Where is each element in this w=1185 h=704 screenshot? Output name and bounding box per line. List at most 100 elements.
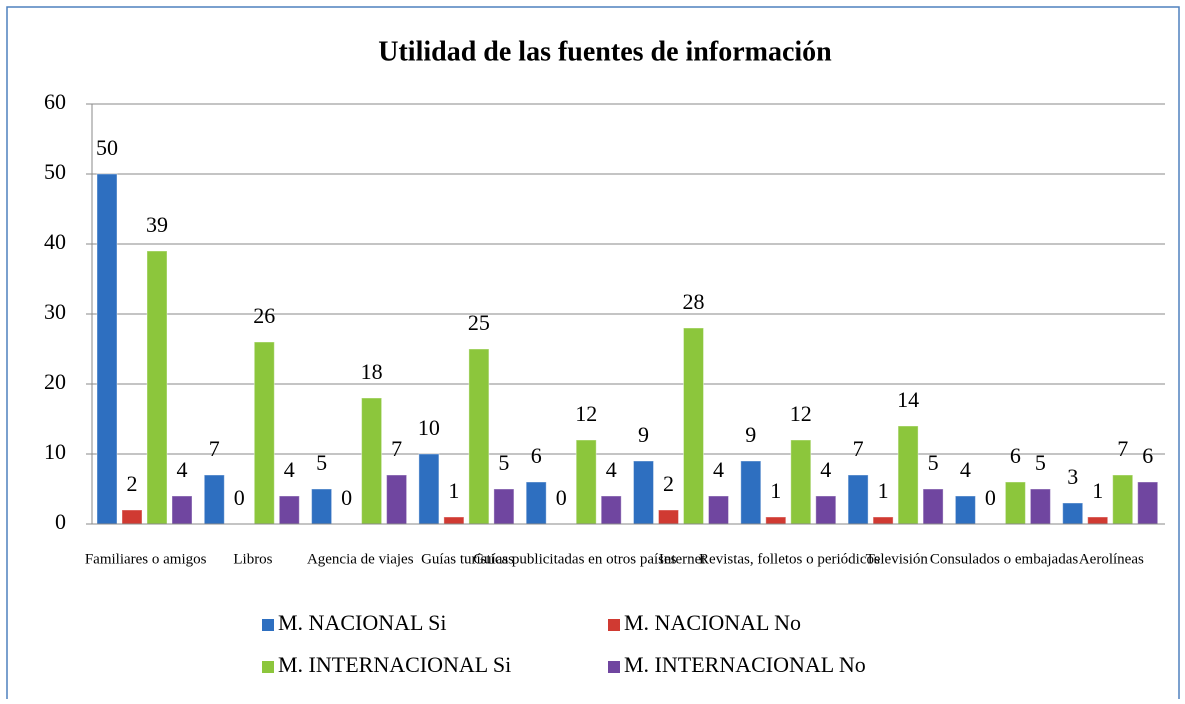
- y-tick-label: 40: [44, 229, 66, 254]
- data-label: 4: [284, 457, 295, 482]
- data-label: 50: [96, 135, 118, 160]
- data-label: 28: [683, 289, 705, 314]
- data-label: 39: [146, 212, 168, 237]
- data-label: 18: [361, 359, 383, 384]
- legend-swatch: [262, 661, 274, 673]
- data-label: 9: [638, 422, 649, 447]
- bar: [146, 250, 168, 525]
- y-tick-label: 30: [44, 299, 66, 324]
- legend-label: M. NACIONAL Si: [278, 610, 446, 635]
- bar: [1029, 488, 1051, 525]
- bar: [1004, 481, 1026, 525]
- x-tick-label: Guías publicitadas en otros países: [473, 551, 676, 567]
- bar: [171, 495, 193, 525]
- bar: [708, 495, 729, 525]
- bar: [1137, 481, 1159, 525]
- data-label: 4: [960, 457, 971, 482]
- bar: [897, 425, 919, 525]
- bar: [600, 495, 622, 525]
- bar: [525, 481, 547, 525]
- data-label: 4: [606, 457, 617, 482]
- y-tick-label: 50: [44, 159, 66, 184]
- x-tick-label: Revistas, folletos o periódicos: [699, 551, 880, 567]
- data-label: 4: [713, 457, 724, 482]
- data-label: 6: [1142, 443, 1153, 468]
- x-tick-label: Aerolíneas: [1079, 551, 1144, 567]
- data-label: 7: [209, 436, 220, 461]
- data-label: 1: [1092, 478, 1103, 503]
- data-label: 12: [790, 401, 812, 426]
- x-tick-label: Televisión: [866, 551, 929, 567]
- bar: [253, 341, 275, 525]
- bar: [278, 495, 300, 525]
- bar: [386, 474, 408, 525]
- data-label: 1: [878, 478, 889, 503]
- data-label: 7: [391, 436, 402, 461]
- bar: [468, 348, 490, 525]
- bar: [443, 516, 465, 525]
- bar: [311, 488, 333, 525]
- bar: [203, 474, 225, 525]
- legend-label: M. NACIONAL No: [624, 610, 801, 635]
- bar: [1087, 516, 1109, 525]
- data-label: 1: [448, 478, 459, 503]
- x-tick-label: Guías turísticas: [421, 551, 514, 567]
- data-label: 0: [341, 485, 352, 510]
- data-label: 4: [177, 457, 188, 482]
- bar: [683, 327, 704, 525]
- data-label: 3: [1067, 464, 1078, 489]
- data-label: 12: [575, 401, 597, 426]
- chart-title: Utilidad de las fuentes de información: [378, 36, 832, 67]
- y-tick-label: 60: [44, 89, 66, 114]
- x-tick-label: Consulados o embajadas: [930, 551, 1078, 567]
- data-label: 6: [1010, 443, 1021, 468]
- bar: [96, 173, 118, 525]
- bar: [418, 453, 440, 525]
- data-label: 0: [234, 485, 245, 510]
- legend-swatch: [262, 619, 274, 631]
- data-label: 0: [985, 485, 996, 510]
- bar: [121, 509, 143, 525]
- data-label: 10: [418, 415, 440, 440]
- data-label: 5: [928, 450, 939, 475]
- data-label: 2: [663, 471, 674, 496]
- chart-border: [6, 6, 1180, 704]
- x-tick-label: Libros: [233, 551, 272, 567]
- data-label: 7: [1117, 436, 1128, 461]
- data-label: 7: [853, 436, 864, 461]
- bar: [872, 516, 894, 525]
- bar: [1062, 502, 1084, 525]
- data-label: 5: [1035, 450, 1046, 475]
- bar: [493, 488, 515, 525]
- data-label: 1: [770, 478, 781, 503]
- y-tick-label: 20: [44, 369, 66, 394]
- data-label: 0: [556, 485, 567, 510]
- bar: [790, 439, 812, 525]
- legend-label: M. INTERNACIONAL Si: [278, 652, 511, 677]
- bar: [815, 495, 837, 525]
- legend-swatch: [608, 661, 620, 673]
- data-label: 4: [820, 457, 831, 482]
- data-label: 5: [316, 450, 327, 475]
- x-tick-label: Agencia de viajes: [307, 551, 414, 567]
- bar: [954, 495, 976, 525]
- bar: [847, 474, 869, 525]
- data-label: 14: [897, 387, 919, 412]
- legend-label: M. INTERNACIONAL No: [624, 652, 866, 677]
- bar: [1112, 474, 1134, 525]
- bar: [658, 509, 679, 525]
- legend-swatch: [608, 619, 620, 631]
- data-label: 6: [531, 443, 542, 468]
- bar: [765, 516, 787, 525]
- bar: [575, 439, 597, 525]
- bar: [922, 488, 944, 525]
- data-label: 25: [468, 310, 490, 335]
- y-tick-label: 10: [44, 439, 66, 464]
- data-label: 5: [498, 450, 509, 475]
- bar: [361, 397, 383, 525]
- data-label: 26: [253, 303, 275, 328]
- data-label: 2: [127, 471, 138, 496]
- y-tick-label: 0: [55, 509, 66, 534]
- data-label: 9: [745, 422, 756, 447]
